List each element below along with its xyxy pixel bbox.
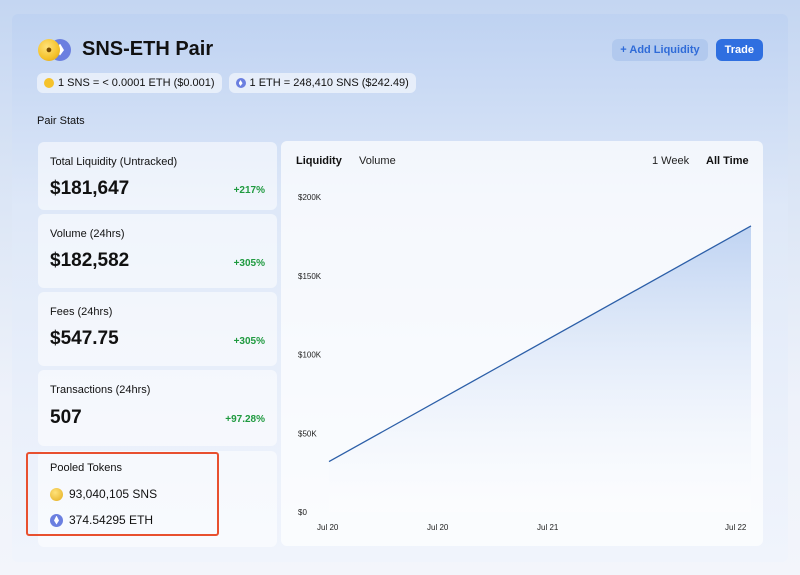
price-rates: 1 SNS = < 0.0001 ETH ($0.001) 1 ETH = 24… [37, 73, 416, 93]
y-tick-label: $100K [298, 351, 322, 360]
stat-value: 507 [50, 407, 82, 428]
y-tick-label: $50K [298, 429, 317, 438]
stat-card-fees: Fees (24hrs) $547.75 +305% [38, 292, 277, 366]
stat-label: Total Liquidity (Untracked) [50, 156, 178, 168]
x-tick-label: Jul 20 [427, 523, 449, 532]
x-tick-label: Jul 22 [725, 523, 747, 532]
tab-1-week[interactable]: 1 Week [652, 155, 690, 167]
header-actions: + Add Liquidity Trade [612, 39, 763, 61]
pair-token-icons: ● [38, 38, 71, 61]
pair-stats-heading: Pair Stats [37, 115, 85, 127]
stat-label: Fees (24hrs) [50, 306, 113, 318]
x-tick-label: Jul 21 [537, 523, 559, 532]
highlight-box [26, 452, 219, 536]
y-tick-label: $200K [298, 193, 322, 202]
y-tick-label: $0 [298, 508, 307, 517]
stat-label: Volume (24hrs) [50, 228, 125, 240]
liquidity-line [328, 225, 752, 463]
stat-value: $181,647 [50, 178, 130, 199]
sns-token-icon: ● [38, 38, 60, 61]
stat-change: +217% [233, 185, 265, 196]
liquidity-area [329, 225, 751, 512]
eth-rate-text: 1 ETH = 248,410 SNS ($242.49) [249, 77, 409, 89]
liquidity-chart[interactable]: $200K $150K $100K $50K $0 Jul 20 Jul 20 Jul 21 J… [281, 141, 763, 546]
pooled-eth-row: 374.54295 ETH [50, 513, 153, 527]
stat-change: +305% [233, 336, 265, 347]
pooled-tokens-card: Pooled Tokens 93,040,105 SNS 374.54295 E… [38, 451, 277, 547]
stat-value: $547.75 [50, 328, 119, 349]
eth-rate-pill[interactable]: 1 ETH = 248,410 SNS ($242.49) [228, 73, 416, 93]
add-liquidity-button[interactable]: + Add Liquidity [612, 39, 708, 61]
pooled-tokens-heading: Pooled Tokens [50, 462, 122, 474]
tab-liquidity[interactable]: Liquidity [296, 155, 342, 167]
stat-change: +305% [233, 258, 265, 269]
y-tick-label: $150K [298, 272, 322, 281]
tab-all-time[interactable]: All Time [706, 155, 749, 167]
eth-token-icon [50, 513, 63, 527]
sns-token-icon [50, 487, 63, 501]
stat-card-volume: Volume (24hrs) $182,582 +305% [38, 214, 277, 288]
pooled-sns-amount: 93,040,105 SNS [69, 487, 158, 501]
pooled-sns-row: 93,040,105 SNS [50, 487, 157, 501]
stat-card-total-liquidity: Total Liquidity (Untracked) $181,647 +21… [38, 142, 277, 210]
eth-mini-icon [235, 78, 246, 88]
stat-change: +97.28% [225, 414, 265, 425]
stat-card-transactions: Transactions (24hrs) 507 +97.28% [38, 370, 277, 446]
sns-rate-text: 1 SNS = < 0.0001 ETH ($0.001) [58, 77, 215, 89]
page-title: SNS-ETH Pair [82, 38, 214, 60]
trade-button[interactable]: Trade [715, 39, 763, 61]
tab-volume[interactable]: Volume [359, 155, 396, 167]
pair-header: ● SNS-ETH Pair [38, 38, 213, 61]
sns-mini-icon [44, 78, 54, 88]
stat-label: Transactions (24hrs) [50, 384, 151, 396]
stat-value: $182,582 [50, 250, 130, 271]
chart-card: Liquidity Volume 1 Week All Time $200K $1… [281, 141, 763, 546]
pooled-eth-amount: 374.54295 ETH [69, 513, 154, 527]
x-tick-label: Jul 20 [317, 523, 339, 532]
sns-rate-pill[interactable]: 1 SNS = < 0.0001 ETH ($0.001) [37, 73, 222, 93]
